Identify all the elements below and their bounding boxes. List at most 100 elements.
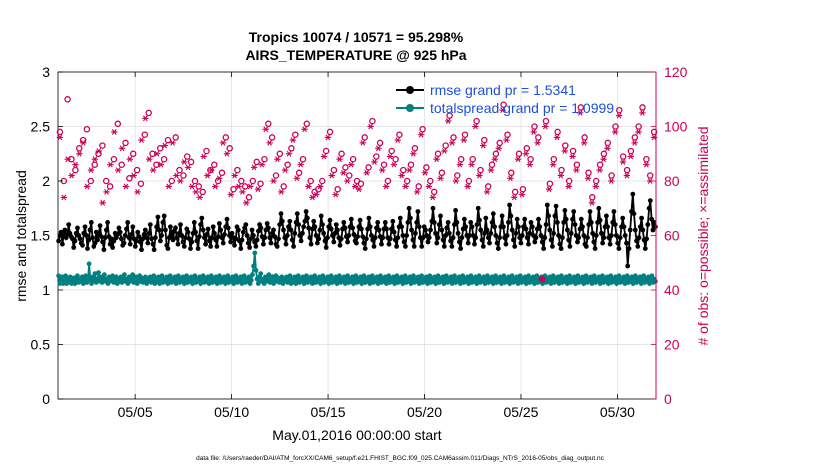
obs-possible-point <box>461 131 469 138</box>
data-point <box>149 236 155 242</box>
data-point <box>188 274 194 280</box>
data-point <box>60 241 65 247</box>
data-point <box>323 245 329 250</box>
obs-possible-point <box>145 109 152 117</box>
data-point <box>578 216 584 222</box>
obs-possible-point <box>164 136 172 144</box>
asterisk-stroke <box>651 134 657 141</box>
data-point <box>543 222 549 228</box>
obs-assimilated-point <box>577 109 584 116</box>
data-point <box>145 240 151 246</box>
asterisk-stroke <box>65 156 71 163</box>
asterisk-stroke <box>294 175 300 182</box>
data-point <box>445 220 451 225</box>
data-point <box>127 241 133 247</box>
obs-assimilated-point <box>445 118 452 124</box>
obs-possible-point <box>589 194 596 201</box>
data-point <box>440 237 446 243</box>
obs-possible-point <box>334 185 341 193</box>
obs-possible-point <box>99 142 106 149</box>
data-point <box>72 238 78 244</box>
data-point <box>405 220 411 225</box>
data-point <box>493 233 499 238</box>
asterisk-stroke <box>111 129 117 135</box>
obs-possible-point <box>488 161 496 168</box>
obs-assimilated-point <box>138 137 145 144</box>
obs-assimilated-point <box>491 156 499 163</box>
data-point <box>389 226 394 232</box>
data-point <box>591 273 597 279</box>
data-point <box>592 246 598 252</box>
data-point <box>239 237 245 243</box>
asterisk-stroke <box>574 167 579 173</box>
data-point <box>335 227 340 233</box>
data-point <box>181 244 187 249</box>
obs-assimilated-point <box>386 153 394 160</box>
chart-subtitle: AIRS_TEMPERATURE @ 925 hPa <box>245 47 466 63</box>
data-point <box>345 273 350 279</box>
data-point <box>232 242 237 248</box>
obs-assimilated-point <box>235 183 242 190</box>
obs-possible-point <box>110 155 118 163</box>
data-point <box>600 273 605 279</box>
x-tick-label: 05/20 <box>407 404 442 420</box>
obs-assimilated-point <box>627 153 634 160</box>
asterisk-stroke <box>624 172 630 179</box>
obs-possible-point <box>643 155 650 163</box>
data-point <box>228 239 234 245</box>
asterisk-stroke <box>430 194 436 201</box>
data-point <box>110 273 115 279</box>
obs-assimilated-point <box>363 169 370 176</box>
data-point <box>268 240 274 246</box>
data-point <box>474 222 480 228</box>
data-point <box>413 230 418 236</box>
legend-spread-label: totalspread grand pr = 1.0999 <box>430 100 614 116</box>
data-point <box>147 222 153 228</box>
asterisk-stroke <box>212 183 218 190</box>
asterisk-stroke <box>500 107 505 114</box>
obs-possible-point <box>234 166 241 174</box>
asterisk-stroke <box>562 148 568 154</box>
data-point <box>459 235 465 241</box>
obs-assimilated-point <box>480 142 487 149</box>
legend: rmse grand pr = 1.5341 totalspread grand… <box>396 82 614 116</box>
obs-possible-point <box>407 161 415 168</box>
data-point <box>379 241 384 247</box>
asterisk-stroke <box>271 178 276 184</box>
y2-tick-label: 60 <box>664 228 680 244</box>
data-point <box>88 220 94 225</box>
data-point <box>361 273 367 279</box>
data-point <box>567 244 573 249</box>
data-point <box>575 239 580 245</box>
data-point <box>639 215 644 221</box>
obs-assimilated-point <box>394 137 401 144</box>
data-point <box>217 273 222 279</box>
data-point <box>142 227 148 233</box>
data-point <box>355 234 360 240</box>
obs-assimilated-point <box>476 172 483 179</box>
asterisk-stroke <box>566 183 571 190</box>
obs-assimilated-point <box>169 139 176 146</box>
asterisk-stroke <box>162 142 168 149</box>
data-point <box>96 230 102 236</box>
data-point <box>403 244 408 249</box>
data-point <box>210 224 216 230</box>
data-point <box>156 227 162 233</box>
data-point <box>233 236 239 242</box>
obs-assimilated-point <box>421 169 429 176</box>
obs-assimilated-point <box>285 150 293 157</box>
obs-possible-point <box>376 139 384 147</box>
data-point <box>614 233 619 238</box>
asterisk-stroke <box>220 139 226 146</box>
y-tick-label: 0.5 <box>31 337 51 353</box>
obs-assimilated-point <box>161 142 168 149</box>
data-point <box>632 227 638 233</box>
data-point <box>571 209 577 214</box>
obs-assimilated-point <box>456 161 464 168</box>
obs-possible-point <box>457 155 465 163</box>
obs-possible-point <box>56 128 64 136</box>
data-point <box>386 273 392 279</box>
asterisk-stroke <box>636 129 641 135</box>
data-point <box>315 240 320 246</box>
obs-possible-point <box>349 155 357 163</box>
